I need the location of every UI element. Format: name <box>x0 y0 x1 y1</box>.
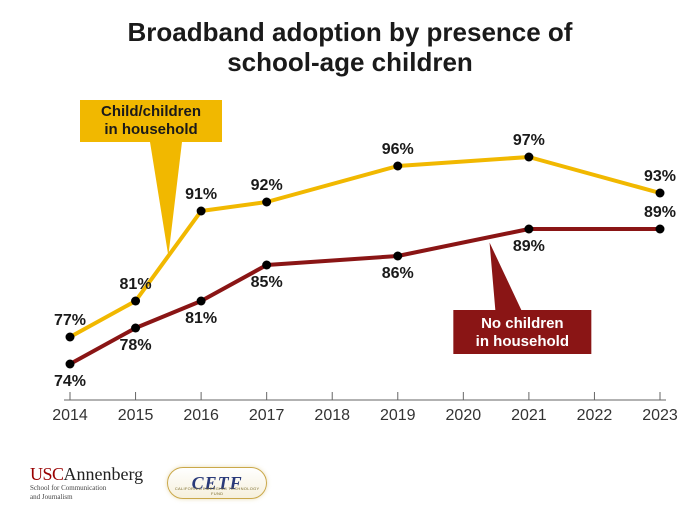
point-label: 86% <box>382 265 414 282</box>
point-label: 91% <box>185 186 217 203</box>
x-tick-label: 2020 <box>446 407 482 424</box>
data-point <box>131 297 140 306</box>
point-label: 89% <box>644 204 676 221</box>
usc-subtitle-1: School for Communication <box>30 485 143 493</box>
chart-area: 2014 2015 2016 2017 2018 2019 2020 2021 2022 2023… <box>50 100 680 430</box>
point-label: 89% <box>513 238 545 255</box>
data-point <box>393 162 402 171</box>
data-point <box>262 261 271 270</box>
line-chart: 2014 2015 2016 2017 2018 2019 2020 2021 2022 2023… <box>50 100 680 430</box>
point-label: 96% <box>382 141 414 158</box>
x-tick-label: 2019 <box>380 407 416 424</box>
logo-row: USCAnnenberg School for Communication an… <box>30 465 267 502</box>
data-point <box>66 333 75 342</box>
annenberg-text: Annenberg <box>64 464 144 484</box>
point-label: 97% <box>513 132 545 149</box>
data-point <box>197 297 206 306</box>
title-line-2: school-age children <box>227 47 473 77</box>
callout-label: Child/children <box>101 103 201 120</box>
data-point <box>524 225 533 234</box>
data-point <box>656 189 665 198</box>
cetf-logo: CETF CALIFORNIA EMERGING TECHNOLOGY FUND <box>167 467 267 499</box>
x-tick-label: 2015 <box>118 407 154 424</box>
data-point <box>656 225 665 234</box>
point-label: 85% <box>251 274 283 291</box>
x-tick-label: 2022 <box>577 407 613 424</box>
usc-subtitle-2: and Journalism <box>30 494 143 502</box>
point-label: 81% <box>120 276 152 293</box>
data-point <box>197 207 206 216</box>
data-point <box>262 198 271 207</box>
data-point <box>524 153 533 162</box>
callout-label: in household <box>476 333 569 350</box>
point-label: 93% <box>644 168 676 185</box>
data-point <box>66 360 75 369</box>
x-tick-label: 2017 <box>249 407 285 424</box>
point-label: 77% <box>54 312 86 329</box>
point-label: 78% <box>120 337 152 354</box>
data-point <box>393 252 402 261</box>
x-tick-label: 2021 <box>511 407 547 424</box>
callout-label: No children <box>481 315 564 332</box>
point-label: 74% <box>54 373 86 390</box>
x-tick-label: 2018 <box>314 407 350 424</box>
usc-text: USC <box>30 464 64 484</box>
data-point <box>131 324 140 333</box>
usc-annenberg-logo: USCAnnenberg School for Communication an… <box>30 465 143 502</box>
title-line-1: Broadband adoption by presence of <box>128 17 573 47</box>
x-tick-label: 2023 <box>642 407 678 424</box>
chart-title: Broadband adoption by presence of school… <box>0 0 700 78</box>
cetf-subtitle: CALIFORNIA EMERGING TECHNOLOGY FUND <box>168 486 266 496</box>
point-label: 81% <box>185 310 217 327</box>
x-tick-label: 2014 <box>52 407 88 424</box>
callout-label: in household <box>104 121 197 138</box>
x-tick-label: 2016 <box>183 407 219 424</box>
point-label: 92% <box>251 177 283 194</box>
